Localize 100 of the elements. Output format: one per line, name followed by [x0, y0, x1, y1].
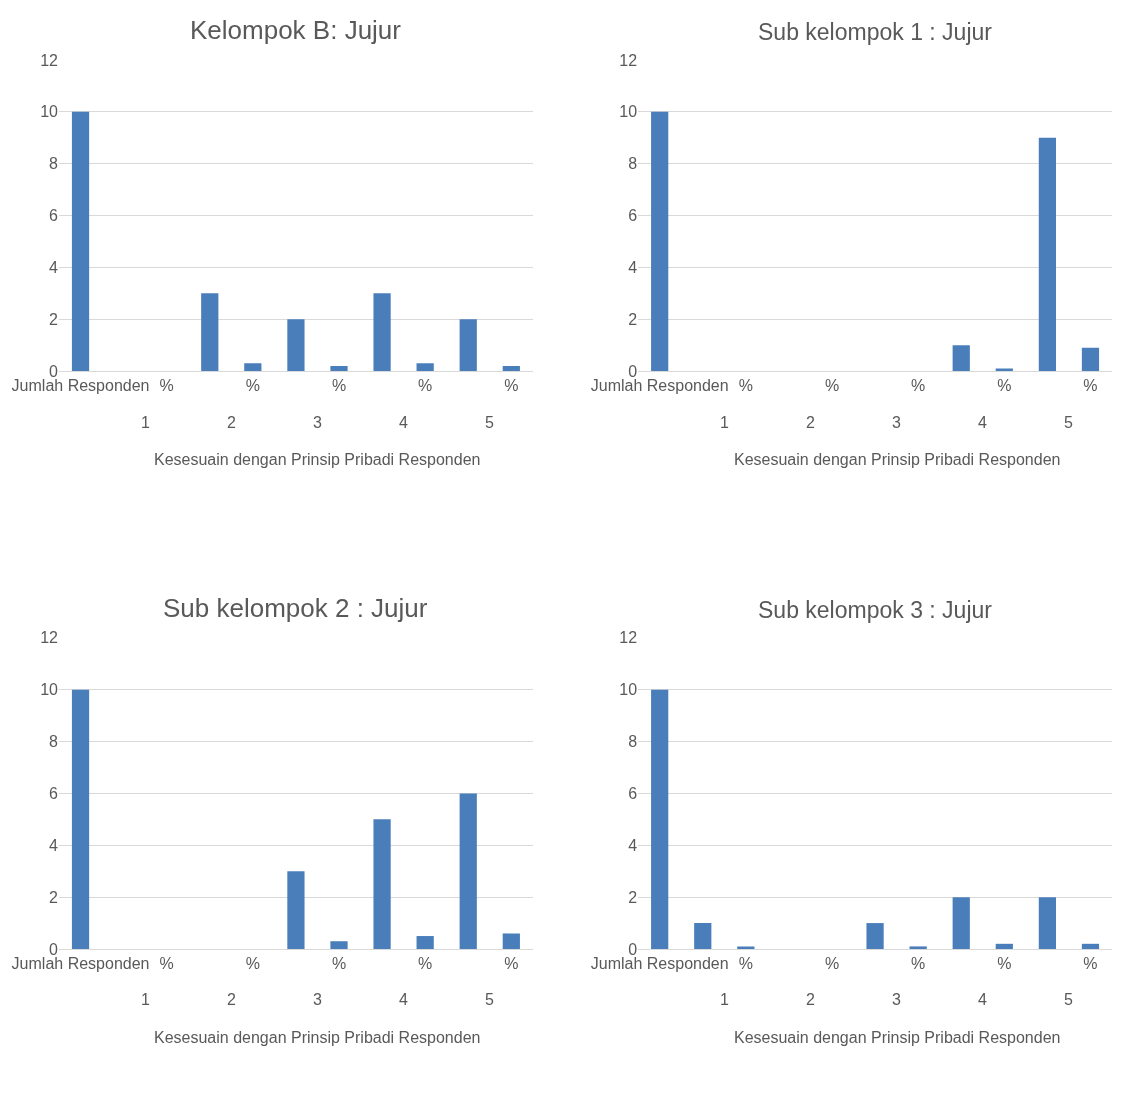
text: 5: [485, 991, 494, 1008]
text: 2: [806, 414, 815, 431]
x-tick-label: Jumlah Responden: [590, 377, 729, 395]
bar: [866, 923, 884, 949]
bar: [201, 293, 219, 372]
x-tick-label: Jumlah Responden: [11, 955, 150, 973]
x-tick-label: %: [824, 955, 840, 973]
x-tick-label: %: [331, 377, 347, 395]
x-tick-label: %: [997, 377, 1012, 395]
bar: [71, 689, 90, 949]
x-tick-label: %: [504, 377, 519, 395]
y-tick-label: 4: [628, 259, 638, 277]
y-tick-label: 4: [49, 259, 59, 277]
y-tick-label: 12: [40, 51, 59, 69]
bar: [330, 365, 348, 372]
x-tick-label: Jumlah Responden: [11, 377, 150, 395]
y-tick-label: 8: [628, 155, 638, 173]
text: 5: [1064, 414, 1073, 431]
y-tick-label: 6: [628, 207, 638, 225]
bar: [651, 689, 669, 949]
bar: [287, 871, 305, 949]
x-tick-label: %: [824, 377, 840, 395]
text: 2: [227, 991, 236, 1008]
y-tick-label: 6: [628, 785, 638, 803]
bar: [1038, 137, 1056, 372]
text: 1: [720, 414, 729, 431]
chart-title: Sub kelompok 1 : Jujur: [758, 19, 993, 45]
bar: [1081, 347, 1100, 372]
y-tick-label: 10: [40, 681, 59, 699]
x-tick-label: %: [1083, 377, 1098, 395]
text: 4: [978, 991, 987, 1008]
y-tick-label: 0: [49, 362, 59, 380]
y-tick-label: 2: [49, 310, 59, 328]
text: 1: [141, 991, 150, 1008]
y-tick-label: 0: [49, 940, 59, 958]
text: 5: [1064, 991, 1073, 1008]
bar: [502, 365, 520, 372]
bar: [244, 363, 262, 372]
bar: [287, 319, 305, 372]
y-tick-label: 4: [49, 836, 59, 854]
text: 4: [399, 414, 408, 431]
bar: [1038, 897, 1056, 949]
y-tick-label: 8: [628, 733, 638, 751]
text: 2: [806, 991, 815, 1008]
x-tick-label: %: [159, 377, 174, 395]
y-tick-label: 0: [628, 362, 638, 380]
x-tick-label: %: [245, 955, 260, 973]
bar: [694, 923, 712, 949]
bar: [952, 897, 970, 949]
bar: [373, 819, 391, 949]
x-tick-label: %: [418, 377, 433, 395]
text: 1: [720, 991, 729, 1008]
y-tick-label: 4: [628, 836, 638, 854]
x-tick-label: %: [997, 955, 1012, 973]
x-tick-label: %: [911, 955, 926, 973]
y-tick-label: 12: [619, 629, 638, 647]
x-tick-label: %: [331, 955, 347, 973]
text: 3: [892, 414, 901, 431]
y-tick-label: 10: [40, 103, 59, 121]
x-tick-label: %: [418, 955, 433, 973]
bar: [71, 111, 90, 372]
y-tick-label: 8: [49, 155, 59, 173]
text: Kesesuain dengan Prinsip Pribadi Responden: [734, 451, 1061, 468]
text: 2: [227, 414, 236, 431]
y-tick-label: 6: [49, 785, 59, 803]
text: 3: [313, 414, 322, 431]
y-tick-label: 10: [619, 681, 638, 699]
text: 4: [978, 414, 987, 431]
text: Kesesuain dengan Prinsip Pribadi Responden: [154, 1029, 481, 1046]
bar: [459, 793, 477, 949]
bar: [1081, 943, 1100, 949]
text: Kesesuain dengan Prinsip Pribadi Responden: [734, 1029, 1061, 1046]
y-tick-label: 2: [628, 888, 638, 906]
bar: [373, 293, 391, 372]
x-tick-label: %: [738, 955, 753, 973]
x-tick-label: %: [1083, 955, 1098, 973]
x-tick-label: %: [245, 377, 260, 395]
text: 3: [313, 991, 322, 1008]
text: 3: [892, 991, 901, 1008]
chart-title: Kelompok B: Jujur: [190, 15, 402, 45]
bar: [502, 933, 520, 949]
bar: [952, 345, 970, 372]
bar: [651, 111, 669, 372]
bar: [995, 943, 1013, 949]
text: 1: [141, 414, 150, 431]
y-tick-label: 12: [619, 51, 638, 69]
y-tick-label: 6: [49, 207, 59, 225]
chart-title: Sub kelompok 3 : Jujur: [758, 597, 993, 623]
y-tick-label: 2: [628, 310, 638, 328]
y-tick-label: 8: [49, 733, 59, 751]
bar: [416, 936, 434, 949]
text: 4: [399, 991, 408, 1008]
y-tick-label: 0: [628, 940, 638, 958]
y-tick-label: 2: [49, 888, 59, 906]
chart-title: Sub kelompok 2 : Jujur: [163, 593, 428, 623]
x-tick-label: %: [738, 377, 753, 395]
bar: [416, 363, 434, 372]
x-tick-label: %: [504, 955, 519, 973]
x-tick-label: %: [159, 955, 174, 973]
bar: [737, 946, 755, 949]
